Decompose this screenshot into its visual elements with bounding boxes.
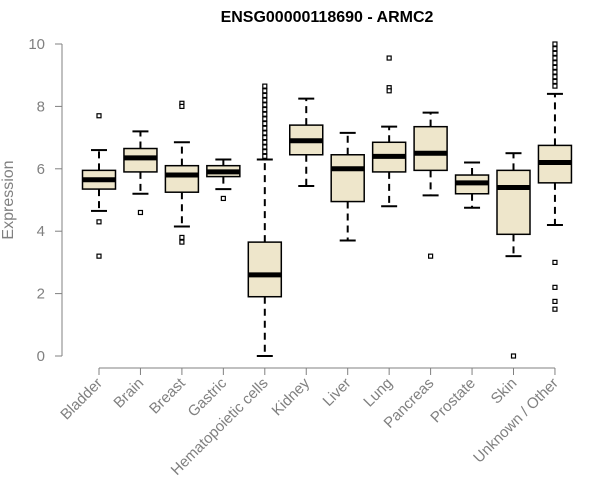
outlier-point	[552, 284, 558, 290]
outlier-point	[262, 102, 268, 108]
box-liver	[330, 131, 365, 242]
outlier-point	[262, 97, 268, 103]
x-tick-label: Skin	[488, 375, 521, 408]
outlier-point	[386, 55, 392, 61]
outlier-point	[262, 116, 268, 122]
y-tick-label: 2	[37, 286, 45, 303]
box-iqr	[164, 164, 200, 193]
outlier-point	[220, 195, 226, 202]
box-iqr	[247, 241, 283, 298]
x-tick-label: Liver	[320, 375, 355, 410]
box-brain	[123, 130, 158, 216]
outlier-point	[137, 209, 144, 216]
box-iqr	[413, 125, 448, 172]
outlier-point	[552, 83, 558, 89]
outlier-point	[262, 125, 268, 131]
outlier-point	[552, 259, 558, 265]
outlier-point	[552, 60, 558, 66]
outlier-point	[262, 144, 268, 150]
y-tick-label: 8	[37, 98, 45, 115]
y-tick-label: 10	[28, 36, 45, 53]
outlier-point	[386, 88, 392, 94]
x-tick-label: Bladder	[57, 375, 106, 424]
outlier-point	[552, 78, 558, 85]
outlier-point	[262, 130, 268, 136]
box-hematopoietic-cells	[247, 83, 283, 357]
box-breast	[164, 100, 200, 245]
y-tick-label: 0	[37, 348, 45, 365]
outlier-point	[179, 239, 185, 245]
box-kidney	[289, 97, 324, 187]
outlier-point	[552, 298, 558, 304]
box-gastric	[206, 158, 241, 202]
chart-title: ENSG00000118690 - ARMC2	[221, 9, 434, 26]
outlier-point	[262, 106, 268, 113]
box-iqr	[496, 169, 531, 236]
outlier-point	[552, 50, 558, 56]
outlier-point	[552, 306, 558, 312]
outlier-point	[262, 153, 268, 159]
outlier-point	[428, 253, 434, 259]
outlier-point	[552, 55, 558, 61]
outlier-point	[262, 83, 268, 89]
x-tick-label: Brain	[110, 375, 147, 412]
outlier-point	[552, 41, 558, 47]
box-unknown-other	[537, 41, 573, 312]
outlier-point	[552, 64, 558, 71]
box-iqr	[330, 154, 365, 203]
box-pancreas	[413, 111, 448, 259]
outlier-point	[552, 46, 558, 52]
x-tick-label: Prostate	[427, 375, 479, 427]
outlier-point	[510, 353, 517, 359]
y-tick-label: 6	[37, 161, 45, 178]
outlier-point	[262, 111, 268, 117]
outlier-point	[552, 69, 558, 75]
boxes-group	[81, 41, 573, 359]
y-axis-label: Expression	[0, 160, 17, 239]
outlier-point	[179, 103, 185, 110]
outlier-point	[96, 253, 102, 259]
outlier-point	[262, 149, 268, 155]
outlier-point	[179, 234, 185, 241]
outlier-point	[96, 113, 102, 119]
x-tick-label: Breast	[146, 374, 189, 417]
box-skin	[496, 152, 531, 359]
outlier-point	[262, 139, 268, 145]
outlier-point	[96, 219, 102, 225]
y-tick-label: 4	[37, 223, 45, 240]
x-tick-label: Lung	[360, 375, 396, 411]
y-axis: 0 2 4 6 8 10	[28, 36, 63, 365]
outlier-point	[552, 74, 558, 80]
outlier-point	[262, 120, 268, 127]
outlier-point	[262, 135, 268, 141]
box-bladder	[81, 113, 117, 259]
outlier-point	[262, 92, 268, 99]
outlier-point	[262, 88, 268, 94]
box-lung	[371, 55, 407, 208]
box-prostate	[454, 161, 490, 209]
x-tick-label: Kidney	[269, 374, 314, 419]
